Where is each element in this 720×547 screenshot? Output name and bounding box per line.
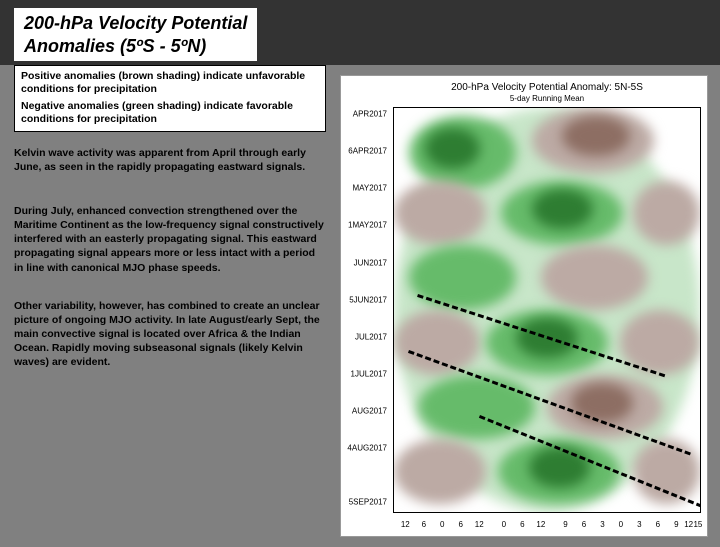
contour-blob <box>633 439 700 504</box>
y-tick: 5SEP2017 <box>349 497 387 506</box>
hovmoller-chart: 200-hPa Velocity Potential Anomaly: 5N-5… <box>340 75 708 537</box>
x-axis-labels: 1260612061296303691215 <box>393 520 701 534</box>
x-tick: 0 <box>619 520 623 529</box>
contour-blob <box>425 128 480 168</box>
left-column: Positive anomalies (brown shading) indic… <box>0 65 340 547</box>
y-tick: MAY2017 <box>352 184 387 193</box>
right-column: 200-hPa Velocity Potential Anomaly: 5N-5… <box>340 65 720 547</box>
x-tick: 6 <box>656 520 660 529</box>
paragraph-1: Kelvin wave activity was apparent from A… <box>14 146 326 174</box>
page-title: 200-hPa Velocity Potential Anomalies (5º… <box>14 8 257 61</box>
x-tick: 6 <box>422 520 426 529</box>
contour-blob <box>394 439 486 504</box>
x-tick: 9 <box>674 520 678 529</box>
caption-box: Positive anomalies (brown shading) indic… <box>14 65 326 132</box>
contour-blob <box>562 116 629 156</box>
caption-positive: Positive anomalies (brown shading) indic… <box>21 70 319 96</box>
y-tick: 1MAY2017 <box>348 221 387 230</box>
y-tick: APR2017 <box>353 110 387 119</box>
x-tick: 3 <box>637 520 641 529</box>
y-tick: JUL2017 <box>355 332 387 341</box>
contour-blob <box>633 181 700 246</box>
x-tick: 12 <box>401 520 410 529</box>
y-tick: 1JUL2017 <box>351 369 387 378</box>
title-line-2: Anomalies (5ºS - 5ºN) <box>24 36 206 56</box>
x-tick: 6 <box>520 520 524 529</box>
contour-blob <box>394 181 486 246</box>
x-tick: 15 <box>693 520 702 529</box>
x-tick: 12 <box>536 520 545 529</box>
y-tick: 6APR2017 <box>348 147 387 156</box>
header-bar: 200-hPa Velocity Potential Anomalies (5º… <box>0 0 720 65</box>
contour-blob <box>394 310 480 375</box>
x-tick: 0 <box>502 520 506 529</box>
x-tick: 12 <box>684 520 693 529</box>
contour-blob <box>532 189 593 229</box>
contour-blob <box>409 245 516 310</box>
x-tick: 3 <box>600 520 604 529</box>
paragraph-2: During July, enhanced convection strengt… <box>14 204 326 275</box>
contour-blob <box>541 245 648 310</box>
x-tick: 6 <box>459 520 463 529</box>
x-tick: 9 <box>563 520 567 529</box>
y-tick: 5JUN2017 <box>349 295 387 304</box>
chart-title: 200-hPa Velocity Potential Anomaly: 5N-5… <box>393 82 701 94</box>
plot-area <box>393 107 701 513</box>
caption-negative: Negative anomalies (green shading) indic… <box>21 100 319 126</box>
y-tick: 4AUG2017 <box>347 443 387 452</box>
x-tick: 0 <box>440 520 444 529</box>
y-tick: JUN2017 <box>354 258 387 267</box>
x-tick: 12 <box>475 520 484 529</box>
y-axis-labels: APR2017 6APR2017 MAY2017 1MAY2017 JUN2017 5JU… <box>341 106 391 518</box>
x-tick: 6 <box>582 520 586 529</box>
paragraph-3: Other variability, however, has combined… <box>14 299 326 370</box>
content-row: Positive anomalies (brown shading) indic… <box>0 65 720 547</box>
contour-blob <box>529 447 590 487</box>
title-line-1: 200-hPa Velocity Potential <box>24 13 247 33</box>
chart-subtitle: 5-day Running Mean <box>393 94 701 103</box>
contour-blob <box>571 383 632 423</box>
y-tick: AUG2017 <box>352 406 387 415</box>
